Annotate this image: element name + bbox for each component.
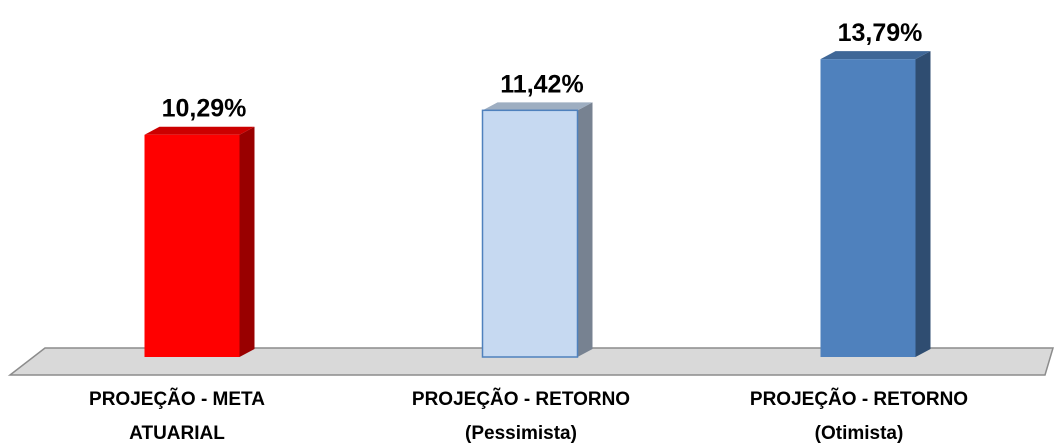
bar-top [144, 126, 255, 135]
bar [481, 109, 579, 358]
bar-top [820, 51, 931, 60]
value-label: 11,42% [500, 70, 583, 98]
bar-side [239, 126, 255, 358]
x-tick-label: (Otimista) [815, 423, 904, 444]
x-tick-label: ATUARIAL [129, 423, 225, 444]
floor [7, 347, 1055, 376]
bar-top [482, 102, 593, 111]
x-tick-label: PROJEÇÃO - RETORNO [750, 388, 968, 410]
value-label: 13,79% [838, 19, 923, 47]
value-label: 10,29% [162, 95, 247, 123]
bar [820, 59, 916, 358]
bar [144, 134, 240, 357]
x-tick-label: (Pessimista) [465, 423, 577, 444]
x-tick-label: PROJEÇÃO - RETORNO [412, 388, 630, 410]
x-tick-label: PROJEÇÃO - META [89, 388, 265, 410]
bar-side [577, 102, 593, 357]
bar-side [915, 51, 931, 358]
